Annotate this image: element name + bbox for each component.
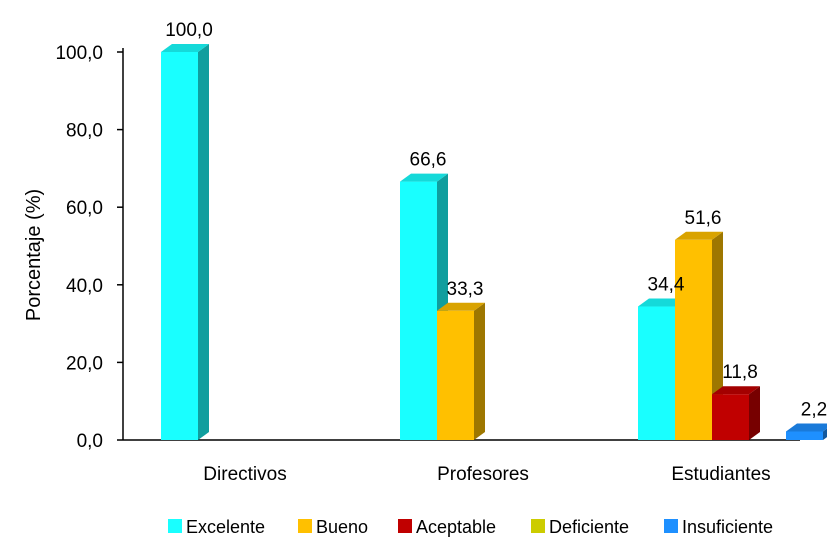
data-label: 100,0 bbox=[165, 20, 213, 41]
bars bbox=[161, 44, 827, 441]
y-axis-label: Porcentaje (%) bbox=[23, 189, 45, 321]
bar-top-face bbox=[161, 44, 209, 52]
legend-item: Aceptable bbox=[398, 517, 496, 537]
legend-item: Bueno bbox=[298, 517, 368, 537]
legend-swatch bbox=[298, 519, 312, 533]
bar-front-face bbox=[437, 310, 474, 440]
bar bbox=[675, 231, 723, 440]
legend-item: Insuficiente bbox=[664, 517, 773, 537]
bar-front-face bbox=[675, 239, 712, 440]
axes: 0,0 20,0 40,0 60,0 80,0 100,0 Directivos Profes… bbox=[55, 43, 800, 485]
data-label: 2,2 bbox=[801, 399, 827, 420]
bar-front-face bbox=[786, 431, 823, 440]
legend-label: Deficiente bbox=[549, 517, 629, 537]
y-tick-label: 0,0 bbox=[77, 431, 103, 452]
bar-top-face bbox=[400, 173, 448, 182]
y-tick-label: 100,0 bbox=[55, 43, 103, 64]
bar bbox=[712, 386, 760, 440]
bar-top-face bbox=[675, 231, 723, 240]
legend-swatch bbox=[398, 519, 412, 533]
data-label: 66,6 bbox=[410, 150, 447, 171]
y-tick-label: 80,0 bbox=[66, 121, 103, 142]
legend-label: Excelente bbox=[186, 517, 265, 537]
legend-item: Deficiente bbox=[531, 517, 629, 537]
data-label: 34,4 bbox=[648, 275, 685, 296]
bar-front-face bbox=[161, 52, 198, 440]
legend-item: Excelente bbox=[168, 517, 265, 537]
bar-side-face bbox=[823, 428, 827, 440]
data-labels: 100,0 66,6 33,3 34,4 51,6 11,8 2,2 bbox=[165, 20, 827, 420]
bar-top-face bbox=[638, 298, 686, 307]
y-tick-label: 20,0 bbox=[66, 353, 103, 374]
y-tick-label: 40,0 bbox=[66, 276, 103, 297]
bar-front-face bbox=[638, 306, 675, 440]
bar-front-face bbox=[712, 394, 749, 440]
bar-side-face bbox=[749, 386, 760, 440]
bar-side-face bbox=[712, 231, 723, 440]
legend-swatch bbox=[168, 519, 182, 533]
bar-top-face bbox=[437, 302, 485, 311]
legend-swatch bbox=[531, 519, 545, 533]
bar-top-face bbox=[786, 423, 827, 432]
bar bbox=[786, 423, 827, 440]
legend: Excelente Bueno Aceptable Deficiente Insufic… bbox=[168, 517, 773, 537]
bar-front-face bbox=[400, 181, 437, 441]
x-category-label: Estudiantes bbox=[671, 464, 770, 485]
bar-side-face bbox=[474, 302, 485, 440]
data-label: 51,6 bbox=[685, 208, 722, 229]
y-tick-label: 60,0 bbox=[66, 198, 103, 219]
legend-label: Insuficiente bbox=[682, 517, 773, 537]
bar bbox=[437, 302, 485, 440]
data-label: 11,8 bbox=[722, 362, 758, 383]
legend-label: Aceptable bbox=[416, 517, 496, 537]
x-category-label: Profesores bbox=[437, 464, 529, 485]
data-label: 33,3 bbox=[447, 279, 484, 300]
bar-side-face bbox=[198, 44, 209, 440]
legend-swatch bbox=[664, 519, 678, 533]
x-category-label: Directivos bbox=[203, 464, 286, 485]
legend-label: Bueno bbox=[316, 517, 368, 537]
bar-top-face bbox=[712, 386, 760, 395]
bar bbox=[161, 44, 209, 440]
